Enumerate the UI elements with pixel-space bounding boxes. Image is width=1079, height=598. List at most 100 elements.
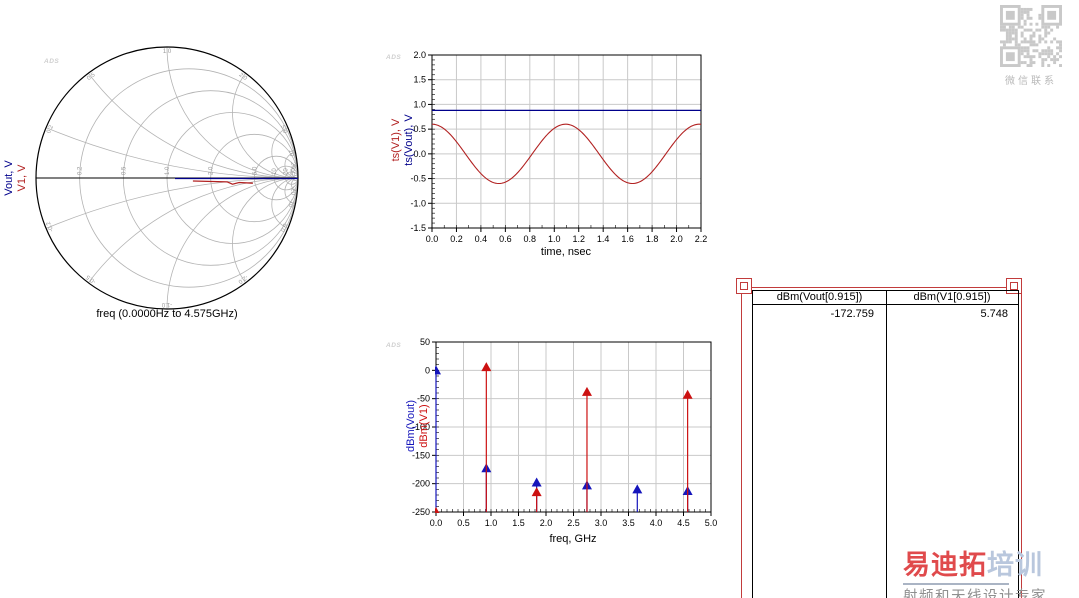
- time-trace-label-v1: ts(V1), V: [390, 118, 402, 162]
- svg-text:0.2: 0.2: [450, 234, 463, 244]
- svg-text:3.5: 3.5: [622, 518, 635, 528]
- svg-text:-1.0: -1.0: [410, 198, 426, 208]
- table-header-v1: dBm(V1[0.915]): [913, 291, 991, 303]
- smith-trace-label-vout: Vout, V: [3, 160, 15, 196]
- time-trace-label-vout: ts(Vout), V: [403, 114, 415, 166]
- svg-text:-100: -100: [412, 422, 430, 432]
- ads-logo-icon: ADS: [44, 58, 60, 65]
- svg-text:0.5: 0.5: [86, 72, 97, 82]
- svg-text:0.0: 0.0: [413, 149, 426, 159]
- svg-text:20: 20: [289, 162, 296, 170]
- smith-chart-title: freq (0.0000Hz to 4.575GHz): [96, 308, 238, 320]
- svg-text:2.2: 2.2: [695, 234, 708, 244]
- smith-chart-canvas[interactable]: 0.2 0.5 1.0 2.0 5.0 10 20 50 0.2 -0.2 0.5 -0.5 1.0 -1…: [0, 30, 340, 330]
- svg-text:1.2: 1.2: [572, 234, 585, 244]
- svg-text:1.6: 1.6: [621, 234, 634, 244]
- svg-text:1.0: 1.0: [163, 49, 172, 55]
- smith-trace-label-v1: V1, V: [16, 164, 28, 192]
- svg-text:2.0: 2.0: [413, 50, 426, 60]
- svg-text:0.0: 0.0: [426, 234, 439, 244]
- ads-logo-icon: ADS: [386, 342, 402, 349]
- svg-text:0.4: 0.4: [475, 234, 488, 244]
- svg-text:2.5: 2.5: [567, 518, 580, 528]
- brand-underline: [903, 583, 1009, 585]
- svg-text:0.5: 0.5: [457, 518, 470, 528]
- svg-text:-0.2: -0.2: [46, 220, 56, 232]
- svg-text:1.4: 1.4: [597, 234, 610, 244]
- svg-text:-1.5: -1.5: [410, 223, 426, 233]
- svg-text:0.8: 0.8: [524, 234, 537, 244]
- svg-text:50: 50: [291, 168, 297, 175]
- table-column-divider: [886, 291, 887, 598]
- svg-text:3.0: 3.0: [595, 518, 608, 528]
- svg-text:0.2: 0.2: [46, 124, 55, 135]
- svg-text:2.0: 2.0: [670, 234, 683, 244]
- wechat-contact-caption: 微信联系: [1005, 76, 1057, 87]
- spectrum-y-axis-label: dBm(Vout) dBm(V1): [405, 392, 431, 460]
- svg-text:20: 20: [284, 168, 290, 175]
- svg-text:-5.0: -5.0: [278, 221, 288, 233]
- svg-text:5.0: 5.0: [705, 518, 718, 528]
- time-y-axis-label: ts(V1), V ts(Vout), V: [390, 103, 416, 177]
- svg-text:10: 10: [287, 149, 294, 157]
- ads-logo-icon: ADS: [386, 54, 402, 61]
- spectrum-x-axis-label: freq, GHz: [549, 533, 597, 545]
- table-value-v1: 5.748: [980, 308, 1008, 320]
- spectrum-trace-label-v1: dBm(V1): [418, 404, 430, 448]
- svg-text:1.0: 1.0: [165, 166, 171, 175]
- spectrum-trace-label-vout: dBm(Vout): [405, 400, 417, 452]
- time-x-axis-label: time, nsec: [540, 246, 592, 258]
- smith-y-axis-label: Vout, V V1, V: [3, 156, 29, 200]
- svg-text:2.0: 2.0: [238, 72, 249, 82]
- svg-text:2.0: 2.0: [540, 518, 553, 528]
- svg-text:-10: -10: [287, 198, 295, 208]
- table-header-vout: dBm(Vout[0.915]): [776, 291, 863, 303]
- svg-text:1.5: 1.5: [512, 518, 525, 528]
- svg-text:0.6: 0.6: [499, 234, 512, 244]
- brand-name-red: 易迪拓: [903, 550, 987, 580]
- svg-text:10: 10: [272, 168, 278, 175]
- svg-text:1.0: 1.0: [485, 518, 498, 528]
- svg-text:0.0: 0.0: [430, 518, 443, 528]
- brand-logo: 易迪拓培训: [903, 543, 1073, 582]
- svg-text:4.0: 4.0: [650, 518, 663, 528]
- svg-text:-2.0: -2.0: [236, 273, 248, 284]
- svg-text:-200: -200: [412, 479, 430, 489]
- marker-readout-table[interactable]: dBm(Vout[0.915]) dBm(V1[0.915]) -172.759…: [752, 290, 1019, 598]
- wechat-qr-watermark: 微信联系: [1000, 5, 1062, 87]
- time-domain-plot-canvas[interactable]: 0.0 0.2 0.4 0.6 0.8 1.0 1.2 1.4 1.6 1.8 2.0 2.2 2.0 1…: [380, 40, 725, 275]
- table-row: -172.759 5.748: [753, 305, 1018, 320]
- svg-text:5.0: 5.0: [279, 124, 288, 135]
- table-selection-left-line: [741, 287, 742, 598]
- svg-text:-0.5: -0.5: [85, 273, 97, 284]
- table-selection-top-line: [741, 287, 1022, 288]
- selection-handle-top-left-inner[interactable]: [740, 282, 748, 290]
- svg-text:5.0: 5.0: [252, 166, 258, 175]
- brand-name-blue: 培训: [987, 550, 1043, 580]
- svg-text:-50: -50: [417, 394, 430, 404]
- svg-text:-20: -20: [289, 186, 296, 196]
- svg-text:0: 0: [425, 365, 430, 375]
- svg-text:1.5: 1.5: [413, 75, 426, 85]
- brand-tagline: 射频和天线设计专家: [903, 589, 1047, 598]
- svg-text:2.0: 2.0: [209, 166, 215, 175]
- table-value-vout: -172.759: [830, 308, 874, 320]
- svg-text:-250: -250: [412, 507, 430, 517]
- svg-text:1.0: 1.0: [413, 99, 426, 109]
- qr-code-icon: [1000, 5, 1062, 67]
- svg-text:-0.5: -0.5: [410, 174, 426, 184]
- selection-handle-top-right-inner[interactable]: [1010, 282, 1018, 290]
- svg-text:50: 50: [420, 337, 430, 347]
- svg-text:1.0: 1.0: [548, 234, 561, 244]
- table-header-row: dBm(Vout[0.915]) dBm(V1[0.915]): [753, 291, 1018, 305]
- brand-watermark: 易迪拓培训 射频和天线设计专家: [903, 543, 1073, 598]
- spectrum-plot-canvas[interactable]: 0.0 0.5 1.0 1.5 2.0 2.5 3.0 3.5 4.0 4.5 5.0 50 0 -50 -…: [380, 330, 725, 555]
- svg-text:1.8: 1.8: [646, 234, 659, 244]
- svg-text:-1.0: -1.0: [161, 301, 172, 307]
- svg-text:0.2: 0.2: [78, 166, 84, 175]
- svg-text:4.5: 4.5: [677, 518, 690, 528]
- table-selection-right-line: [1021, 287, 1022, 598]
- svg-text:0.5: 0.5: [413, 124, 426, 134]
- svg-text:0.5: 0.5: [121, 166, 127, 175]
